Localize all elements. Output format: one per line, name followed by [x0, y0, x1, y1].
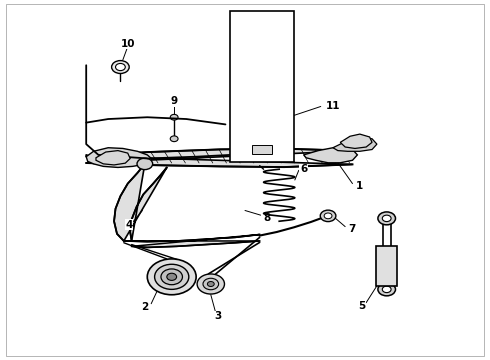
Circle shape	[251, 93, 273, 109]
Circle shape	[197, 274, 224, 294]
Circle shape	[253, 78, 271, 91]
Circle shape	[258, 50, 266, 55]
Text: 11: 11	[326, 102, 340, 112]
Circle shape	[112, 60, 129, 73]
Circle shape	[207, 282, 214, 287]
Polygon shape	[114, 164, 167, 241]
Bar	[376, 246, 397, 286]
Circle shape	[258, 18, 266, 23]
Bar	[230, 12, 294, 162]
Text: 4: 4	[125, 220, 132, 230]
Text: 6: 6	[300, 164, 307, 174]
Bar	[252, 145, 272, 154]
Circle shape	[257, 33, 267, 40]
Circle shape	[253, 111, 271, 124]
Circle shape	[137, 158, 153, 170]
Text: 9: 9	[171, 96, 178, 106]
Text: 1: 1	[356, 181, 364, 191]
Circle shape	[251, 126, 273, 141]
Polygon shape	[96, 150, 130, 165]
Polygon shape	[124, 234, 260, 247]
Text: 10: 10	[121, 39, 135, 49]
Circle shape	[167, 273, 176, 280]
Polygon shape	[86, 148, 152, 167]
Circle shape	[257, 130, 267, 137]
Circle shape	[116, 63, 125, 71]
Circle shape	[251, 61, 273, 77]
Circle shape	[257, 65, 267, 72]
Text: 2: 2	[141, 302, 148, 312]
Circle shape	[170, 114, 178, 120]
Text: 5: 5	[359, 301, 366, 311]
Circle shape	[147, 259, 196, 295]
Text: 8: 8	[263, 213, 270, 222]
Text: 7: 7	[348, 225, 355, 234]
Circle shape	[382, 215, 391, 222]
Circle shape	[203, 278, 219, 290]
Polygon shape	[333, 138, 377, 151]
Circle shape	[258, 114, 266, 120]
Polygon shape	[340, 134, 372, 148]
Circle shape	[155, 264, 189, 289]
Polygon shape	[304, 147, 357, 163]
Circle shape	[161, 269, 182, 285]
Circle shape	[320, 210, 336, 222]
Circle shape	[170, 136, 178, 141]
Text: 3: 3	[215, 311, 222, 321]
Circle shape	[378, 212, 395, 225]
Circle shape	[251, 29, 273, 44]
Polygon shape	[86, 149, 352, 167]
Circle shape	[324, 213, 332, 219]
Circle shape	[253, 46, 271, 59]
Circle shape	[258, 82, 266, 88]
Circle shape	[253, 14, 271, 27]
Circle shape	[378, 283, 395, 296]
Circle shape	[382, 286, 391, 293]
Circle shape	[257, 98, 267, 105]
